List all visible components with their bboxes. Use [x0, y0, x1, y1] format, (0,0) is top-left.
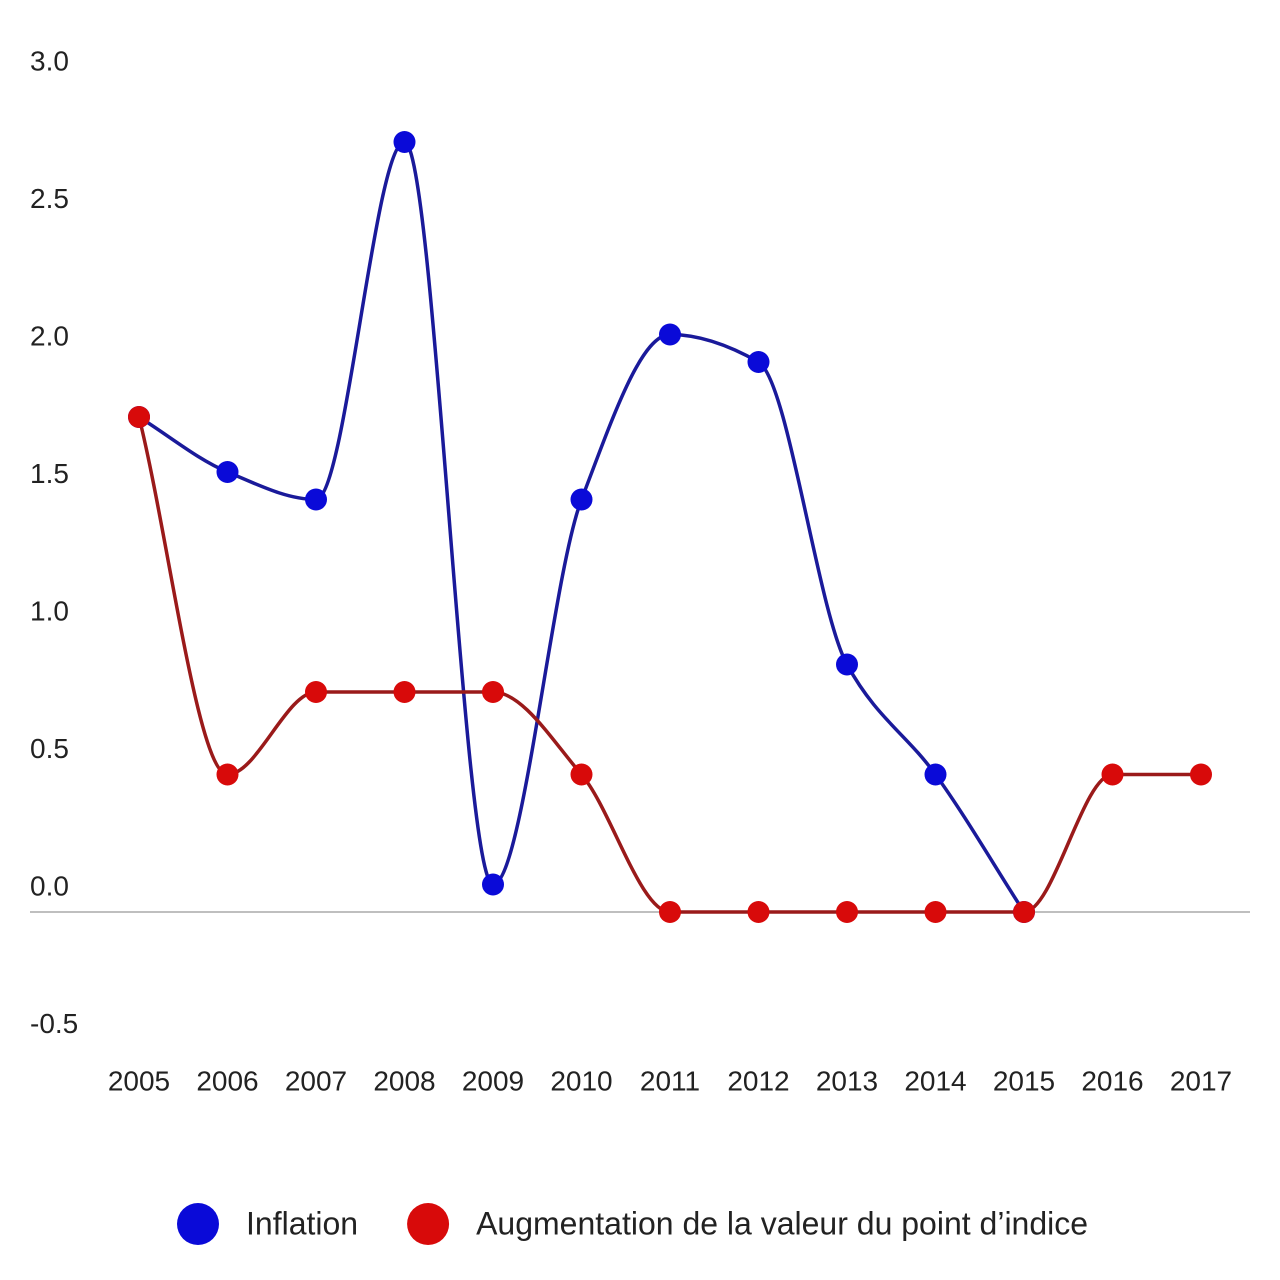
- x-tick-label: 2017: [1170, 1065, 1232, 1096]
- y-tick-label: 0.0: [30, 870, 69, 901]
- x-tick-label: 2009: [462, 1065, 524, 1096]
- x-tick-label: 2007: [285, 1065, 347, 1096]
- x-tick-label: 2015: [993, 1065, 1055, 1096]
- data-point: [482, 681, 504, 703]
- data-point: [305, 681, 327, 703]
- data-point: [393, 681, 416, 703]
- data-point: [1190, 763, 1212, 786]
- data-point: [1013, 901, 1035, 923]
- data-point: [570, 488, 593, 511]
- series-line: [137, 416, 1201, 914]
- data-point: [216, 461, 239, 483]
- x-tick-label: 2013: [816, 1065, 878, 1096]
- data-point: [924, 763, 947, 786]
- data-point: [216, 763, 239, 786]
- data-point: [747, 351, 770, 373]
- data-point: [128, 406, 150, 428]
- data-point: [393, 131, 416, 153]
- data-point: [924, 901, 947, 923]
- data-point: [659, 901, 681, 923]
- y-tick-label: 0.5: [30, 733, 69, 764]
- legend-marker: [407, 1203, 450, 1245]
- x-tick-label: 2011: [640, 1065, 700, 1096]
- data-point: [836, 653, 858, 676]
- x-tick-label: 2006: [196, 1065, 258, 1096]
- legend-label: Inflation: [246, 1205, 358, 1241]
- data-point: [836, 901, 858, 923]
- lines: [137, 140, 1201, 914]
- data-point: [1101, 763, 1124, 786]
- y-tick-label: 1.5: [30, 458, 69, 489]
- y-tick-label: 2.5: [30, 183, 69, 214]
- y-tick-label: -0.5: [30, 1008, 78, 1039]
- legend-label: Augmentation de la valeur du point d’ind…: [476, 1205, 1088, 1241]
- data-point: [659, 323, 681, 346]
- data-point: [482, 873, 504, 896]
- series-line: [138, 140, 1026, 913]
- data-point: [570, 763, 593, 786]
- x-tick-label: 2014: [904, 1065, 966, 1096]
- legend-marker: [177, 1203, 219, 1245]
- x-tick-label: 2005: [108, 1065, 170, 1096]
- x-tick-label: 2016: [1081, 1065, 1143, 1096]
- y-tick-label: 2.0: [30, 320, 69, 351]
- x-tick-label: 2010: [550, 1065, 612, 1096]
- markers: [128, 131, 1212, 923]
- data-point: [747, 901, 770, 923]
- y-tick-label: 3.0: [30, 45, 69, 76]
- x-tick-label: 2012: [727, 1065, 789, 1096]
- x-tick-label: 2008: [373, 1065, 435, 1096]
- data-point: [305, 488, 327, 511]
- y-tick-label: 1.0: [30, 595, 69, 626]
